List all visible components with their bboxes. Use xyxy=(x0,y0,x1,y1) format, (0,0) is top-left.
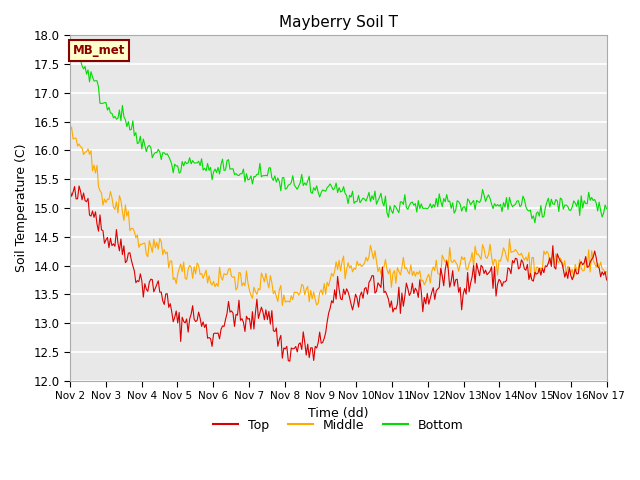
Top xyxy=(246,315,253,321)
Bottom xyxy=(132,130,140,135)
Top xyxy=(134,278,141,284)
Bottom xyxy=(531,220,539,226)
Bottom xyxy=(244,177,252,183)
Middle xyxy=(576,257,584,263)
Text: MB_met: MB_met xyxy=(73,44,125,57)
Line: Bottom: Bottom xyxy=(70,47,607,223)
Bottom xyxy=(253,171,260,177)
Top xyxy=(603,277,611,283)
Bottom xyxy=(603,206,611,212)
Line: Middle: Middle xyxy=(70,127,607,306)
Middle xyxy=(255,286,262,291)
Top xyxy=(576,261,584,267)
Middle xyxy=(278,303,286,309)
Middle xyxy=(246,288,253,293)
Middle xyxy=(228,274,236,279)
Middle xyxy=(603,269,611,275)
Legend: Top, Middle, Bottom: Top, Middle, Bottom xyxy=(208,414,468,437)
Top xyxy=(76,183,83,189)
Middle xyxy=(67,127,74,133)
Middle xyxy=(68,124,76,130)
Middle xyxy=(134,232,141,238)
Y-axis label: Soil Temperature (C): Soil Temperature (C) xyxy=(15,144,28,272)
Bottom xyxy=(574,197,582,203)
Top xyxy=(304,341,312,347)
Title: Mayberry Soil T: Mayberry Soil T xyxy=(279,15,398,30)
Middle xyxy=(304,284,312,289)
Top xyxy=(228,308,236,314)
Line: Top: Top xyxy=(70,186,607,361)
Top xyxy=(286,358,294,364)
Bottom xyxy=(301,180,308,186)
Top xyxy=(67,187,74,193)
Top xyxy=(255,315,262,321)
Bottom xyxy=(67,44,74,50)
X-axis label: Time (dd): Time (dd) xyxy=(308,407,369,420)
Bottom xyxy=(226,166,234,172)
